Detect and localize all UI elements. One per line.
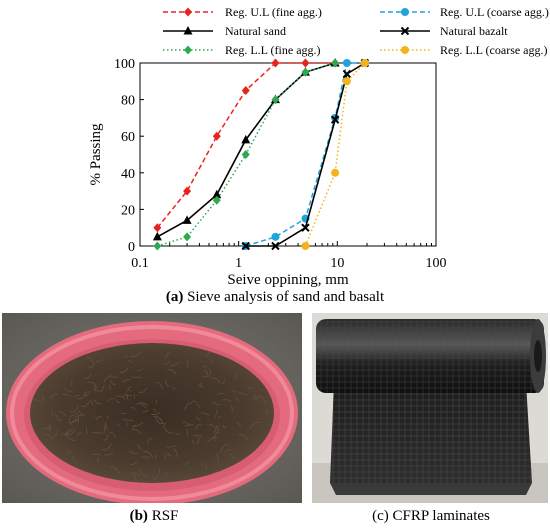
y-tick-label: 100 <box>114 57 135 72</box>
caption-b-text: RSF <box>147 508 179 524</box>
data-point <box>153 223 162 233</box>
data-point <box>301 242 310 250</box>
data-point <box>301 67 310 77</box>
sieve-chart: Reg. U.L (fine agg.) Reg. U.L (coarse agg… <box>88 5 549 288</box>
legend-marker <box>401 8 409 16</box>
series-line <box>245 62 365 247</box>
caption-c-text: (c) CFRP laminates <box>372 508 490 524</box>
data-point <box>212 189 222 199</box>
data-point <box>241 85 250 95</box>
data-point <box>241 134 251 144</box>
caption-a-text: Sieve analysis of sand and basalt <box>183 289 385 305</box>
legend-entry: Reg. L.L (fine agg.) <box>163 43 321 57</box>
series-3 <box>152 58 340 241</box>
legend-label: Reg. L.L (coarse agg.) <box>440 43 548 57</box>
data-point <box>271 58 280 68</box>
legend-label: Reg. U.L (fine agg.) <box>225 5 322 19</box>
legend-entry: Natural sand <box>163 24 286 38</box>
data-point <box>360 59 369 67</box>
y-tick-label: 0 <box>128 240 135 255</box>
x-tick-label: 100 <box>426 256 447 271</box>
data-point <box>183 232 192 242</box>
data-point <box>241 150 250 159</box>
data-point <box>183 186 192 196</box>
data-point <box>330 115 340 124</box>
legend-label: Natural sand <box>225 24 286 38</box>
chart-legend: Reg. U.L (fine agg.) Reg. U.L (coarse agg… <box>163 5 549 57</box>
data-point <box>152 231 162 241</box>
legend-label: Natural bazalt <box>440 24 508 38</box>
legend-marker <box>401 46 409 54</box>
y-tick-label: 60 <box>121 130 135 145</box>
series-5 <box>153 58 340 251</box>
series-6 <box>301 59 369 250</box>
plot-frame <box>139 62 437 247</box>
caption-c: (c) CFRP laminates <box>312 508 550 525</box>
caption-a: (a) Sieve analysis of sand and basalt <box>0 289 550 306</box>
y-tick-label: 40 <box>121 167 135 182</box>
rsf-photo <box>2 313 302 503</box>
caption-b-label: (b) <box>129 508 148 524</box>
legend-label: Reg. U.L (coarse agg.) <box>440 5 549 19</box>
x-tick-label: 1 <box>235 256 242 271</box>
y-tick-label: 20 <box>121 203 135 218</box>
data-point <box>241 241 250 251</box>
data-point <box>342 77 351 86</box>
chart-axes: 0 20 40 60 80 100 0.1 1 10 100 Seive oppining, mm%… <box>88 57 447 288</box>
caption-b: (b) RSF <box>0 508 308 525</box>
data-point <box>271 241 280 251</box>
data-point <box>342 69 352 79</box>
data-point <box>212 195 221 205</box>
legend-entry: Reg. U.L (fine agg.) <box>163 5 322 19</box>
x-tick-label: 10 <box>330 256 344 271</box>
data-point <box>301 223 310 232</box>
legend-marker <box>184 45 192 55</box>
legend-marker <box>183 26 193 35</box>
data-point <box>301 58 310 68</box>
x-axis-title: Seive oppining, mm <box>227 272 349 288</box>
legend-marker <box>400 26 410 36</box>
cfrp-photo <box>312 313 548 503</box>
y-axis-title: % Passing <box>88 123 104 186</box>
data-point <box>153 241 162 251</box>
data-point <box>271 95 280 105</box>
legend-entry: Natural bazalt <box>380 24 508 38</box>
series-line <box>304 62 366 247</box>
data-point <box>331 168 340 177</box>
data-point <box>342 59 351 67</box>
data-point <box>182 215 192 224</box>
data-point <box>271 232 280 241</box>
chart-series <box>152 58 370 251</box>
legend-entry: Reg. L.L (coarse agg.) <box>380 43 548 57</box>
legend-entry: Reg. U.L (coarse agg.) <box>380 5 549 19</box>
series-2 <box>241 59 369 250</box>
data-point <box>331 58 340 68</box>
series-1 <box>153 58 340 233</box>
y-tick-label: 80 <box>121 94 135 109</box>
caption-a-label: (a) <box>165 289 184 305</box>
series-4 <box>241 58 370 251</box>
legend-marker <box>184 7 192 17</box>
data-point <box>212 131 221 141</box>
x-tick-label: 0.1 <box>131 256 149 271</box>
legend-label: Reg. L.L (fine agg.) <box>225 43 321 57</box>
